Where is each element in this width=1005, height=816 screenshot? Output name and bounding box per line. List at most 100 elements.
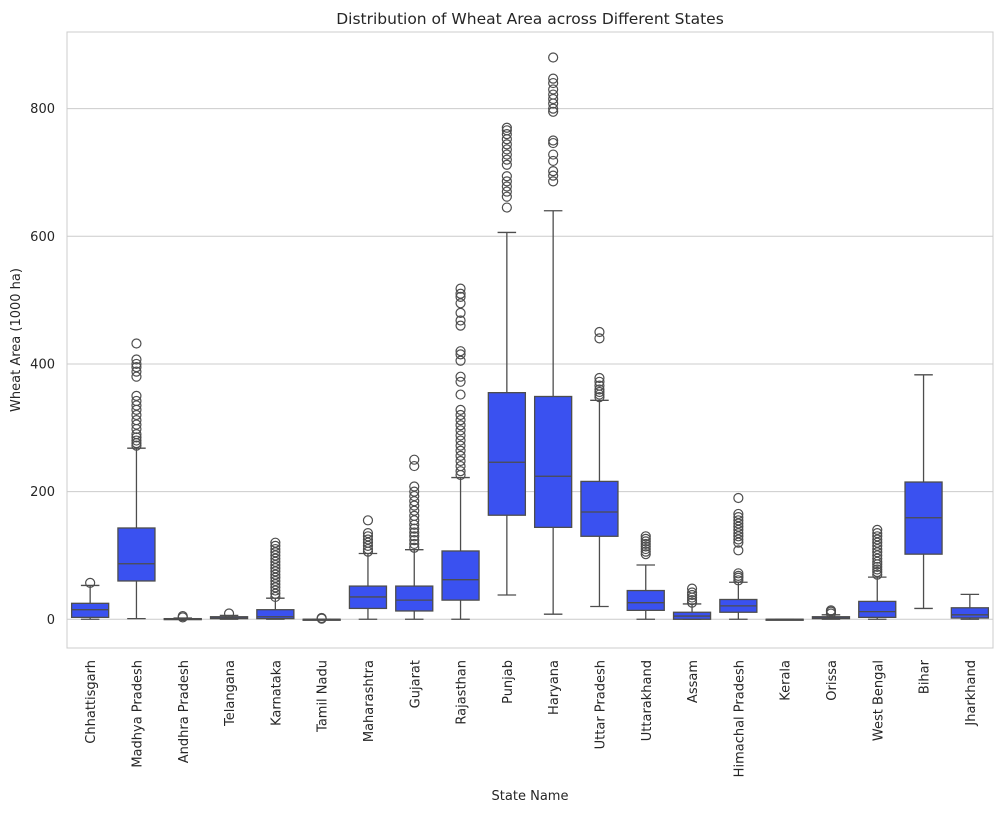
box-punjab [487, 122, 527, 596]
iqr-box [626, 589, 665, 611]
outlier-point [131, 432, 142, 443]
outlier-point [501, 154, 512, 165]
x-tick-label: Gujarat [408, 660, 423, 708]
box-uttar-pradesh [580, 326, 619, 608]
outlier-point [455, 420, 466, 431]
outlier-point [686, 595, 698, 606]
outlier-point [409, 460, 420, 472]
outlier-point [594, 372, 605, 384]
outlier-point [131, 338, 142, 349]
outlier-point [409, 486, 420, 497]
outlier-point [686, 587, 698, 598]
outlier-point [594, 380, 605, 391]
outlier-point [548, 155, 559, 167]
outlier-point [640, 536, 651, 547]
outlier-point [501, 149, 512, 160]
box-andhra-pradesh [163, 610, 202, 623]
outlier-point [501, 159, 512, 170]
outlier-point [548, 106, 559, 117]
outlier-point [455, 425, 466, 436]
x-tick-label: Madhya Pradesh [130, 660, 145, 768]
outlier-point [733, 508, 744, 520]
outlier-point [455, 409, 466, 421]
outlier-point [594, 333, 605, 344]
outlier-point [501, 125, 512, 136]
outlier-point [686, 597, 698, 608]
outlier-point [455, 288, 466, 299]
y-tick-label: 600 [30, 230, 55, 245]
outlier-point [733, 570, 744, 581]
box-maharashtra [348, 515, 388, 620]
y-tick-label: 200 [30, 485, 55, 500]
box-orissa [811, 605, 851, 620]
outlier-point [548, 89, 559, 100]
outlier-point [548, 135, 559, 146]
y-tick-label: 400 [30, 357, 55, 372]
y-tick-labels: 0 200 400 600 800 [30, 102, 55, 628]
outlier-point [872, 561, 883, 573]
box-west-bengal [858, 524, 897, 620]
outlier-point [640, 531, 651, 542]
outlier-point [455, 315, 466, 326]
outlier-point [548, 170, 559, 181]
outlier-point [733, 492, 744, 504]
outlier-point [640, 546, 651, 557]
iqr-box [117, 527, 156, 582]
chart-title: Distribution of Wheat Area across Differ… [336, 10, 724, 28]
outlier-point [548, 137, 559, 149]
box-uttarakhand [626, 531, 665, 620]
box-assam [672, 583, 712, 620]
y-tick-label: 0 [47, 613, 55, 628]
x-tick-label: Bihar [918, 659, 933, 694]
outlier-point [131, 362, 142, 373]
outlier-point [455, 450, 466, 461]
outlier-point [733, 545, 744, 556]
outlier-point [501, 122, 512, 133]
outlier-point [548, 176, 559, 187]
outlier-point [640, 538, 651, 550]
outlier-point [501, 191, 512, 202]
outlier-point [501, 181, 512, 192]
outlier-point [362, 515, 374, 526]
x-tick-label: Assam [686, 660, 701, 703]
outlier-point [85, 577, 96, 588]
outlier-point [131, 354, 142, 365]
outlier-point [131, 390, 142, 401]
outlier-point [548, 77, 559, 89]
y-axis-label: Wheat Area (1000 ha) [9, 268, 24, 412]
box-telangana [209, 608, 249, 620]
box-haryana [533, 52, 573, 615]
outlier-point [548, 84, 559, 95]
outlier-point [872, 564, 883, 575]
plot-area [66, 31, 994, 649]
boxes [70, 52, 990, 624]
x-tick-label: Uttarakhand [640, 660, 655, 741]
outlier-point [455, 455, 466, 467]
outlier-point [131, 366, 142, 377]
outlier-point [270, 537, 281, 548]
x-tick-label: Haryana [547, 660, 562, 715]
outlier-point [594, 326, 605, 338]
outlier-point [501, 186, 512, 197]
outlier-point [501, 139, 512, 150]
x-tick-label: Tamil Nadu [316, 660, 331, 733]
outlier-point [455, 404, 466, 415]
outlier-point [409, 531, 420, 542]
outlier-point [594, 384, 605, 395]
iqr-box [533, 395, 573, 529]
outlier-point [548, 73, 559, 84]
outlier-point [825, 605, 837, 616]
outlier-point [455, 435, 466, 446]
x-tick-label: Andhra Pradesh [177, 660, 192, 763]
x-tick-label: Karnataka [269, 660, 284, 726]
outlier-point [455, 445, 466, 456]
x-tick-label: Telangana [223, 660, 238, 727]
outlier-point [455, 415, 466, 426]
outlier-point [177, 610, 188, 622]
x-tick-label: Kerala [779, 660, 794, 701]
outlier-point [455, 430, 466, 441]
outlier-point [455, 466, 466, 477]
outlier-point [409, 481, 420, 492]
iqr-box [858, 600, 897, 619]
